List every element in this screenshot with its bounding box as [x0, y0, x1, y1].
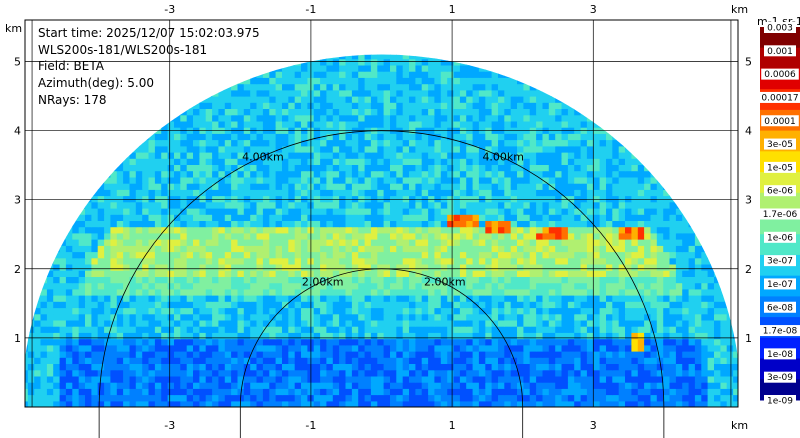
colorbar-label-bg — [764, 278, 796, 290]
x-tick-label-bottom: 3 — [590, 419, 597, 432]
colorbar-label-bg — [764, 185, 796, 197]
beta-field-data — [25, 54, 738, 407]
colorbar-label: 0.0001 — [764, 117, 796, 127]
colorbar-label: 1e-08 — [767, 350, 793, 360]
y-unit-label-left: km — [5, 22, 22, 35]
colorbar-label: 1e-06 — [767, 233, 793, 243]
colorbar-label-bg — [761, 68, 799, 80]
x-tick-label-bottom: -1 — [305, 419, 316, 432]
colorbar-label: 1e-05 — [767, 163, 793, 173]
colorbar-label: 3e-09 — [767, 373, 793, 383]
y-tick-label-left: 1 — [14, 332, 21, 345]
colorbar-label: 1e-07 — [767, 280, 793, 290]
colorbar-label-bg — [758, 325, 800, 337]
range-ring-label-right: 2.00km — [424, 276, 466, 289]
info-azimuth: Azimuth(deg): 5.00 — [38, 76, 154, 90]
y-tick-label-right: 5 — [745, 55, 752, 68]
y-tick-label-left: 5 — [14, 55, 21, 68]
y-tick-label-left: 4 — [14, 125, 21, 138]
y-tick-label-left: 3 — [14, 194, 21, 207]
range-rings: 2.00km 2.00km 4.00km 4.00km — [98, 130, 665, 438]
y-tick-label-right: 3 — [745, 194, 752, 207]
colorbar-label-bg — [764, 138, 796, 150]
colorbar-label: 0.001 — [767, 47, 793, 57]
x-tick-label-top: 3 — [590, 3, 597, 16]
colorbar-label: 6e-08 — [767, 303, 793, 313]
range-ring-label-right: 4.00km — [482, 150, 524, 163]
colorbar-label: 6e-06 — [767, 187, 793, 197]
x-tick-label-top: 1 — [449, 3, 456, 16]
colorbar: m-1 sr-1 0.0030.0010.00060.000170.00013e… — [757, 15, 800, 407]
colorbar-label-bg — [764, 22, 796, 33]
x-tick-label-top: -1 — [305, 3, 316, 16]
range-ring-label-left: 4.00km — [242, 150, 284, 163]
colorbar-label-bg — [761, 115, 799, 127]
y-tick-label-right: 1 — [745, 332, 752, 345]
colorbar-label: 3e-07 — [767, 257, 793, 267]
colorbar-label-bg — [764, 371, 796, 383]
colorbar-label-bg — [758, 208, 800, 220]
colorbar-label: 1e-09 — [767, 397, 793, 407]
info-instrument: WLS200s-181/WLS200s-181 — [38, 43, 207, 57]
colorbar-label: 0.003 — [767, 24, 793, 34]
range-ring — [239, 268, 524, 408]
x-unit-label-bottom: km — [731, 419, 748, 432]
colorbar-label-bg — [764, 301, 796, 313]
axis-ticks: -3 -3 -1 -1 1 1 3 3 1 1 2 2 3 3 4 4 5 5 km km km — [5, 3, 752, 432]
colorbar-label-bg — [764, 395, 796, 406]
plot-frame — [24, 19, 739, 408]
colorbar-label: 1.7e-08 — [763, 327, 798, 337]
x-tick-label-bottom: -3 — [164, 419, 175, 432]
info-start-time: Start time: 2025/12/07 15:02:03.975 — [38, 26, 260, 40]
colorbar-label-bg — [764, 45, 796, 57]
colorbar-label: 0.0006 — [764, 70, 796, 80]
x-tick-label-bottom: 1 — [449, 419, 456, 432]
info-field: Field: BETA — [38, 59, 105, 73]
y-tick-label-right: 4 — [745, 125, 752, 138]
y-tick-label-right: 2 — [745, 263, 752, 276]
colorbar-label-bg — [758, 91, 800, 103]
info-nrays: NRays: 178 — [38, 93, 107, 107]
colorbar-label-bg — [764, 348, 796, 360]
range-ring-label-left: 2.00km — [302, 276, 344, 289]
x-tick-label-top: -3 — [164, 3, 175, 16]
x-unit-label-top: km — [731, 3, 748, 16]
y-tick-label-left: 2 — [14, 263, 21, 276]
colorbar-label-bg — [764, 255, 796, 267]
colorbar-label: 3e-05 — [767, 140, 793, 150]
colorbar-label-bg — [764, 161, 796, 173]
colorbar-label: 1.7e-06 — [763, 210, 798, 220]
colorbar-label-bg — [764, 231, 796, 243]
range-ring — [98, 130, 665, 408]
colorbar-label: 0.00017 — [761, 93, 798, 103]
info-panel: Start time: 2025/12/07 15:02:03.975 WLS2… — [38, 26, 260, 107]
grid-lines — [25, 20, 738, 407]
